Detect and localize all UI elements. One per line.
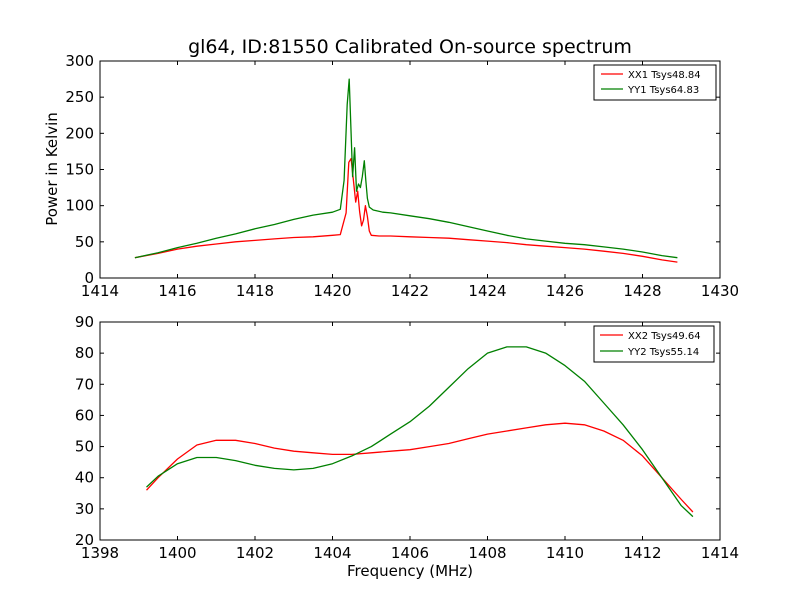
bottom-y-tick-label: 50 xyxy=(75,438,94,456)
bottom-plot-ticks: 1398 1400 1402 1404 1406 1408 1410 1412 1414 20 30… xyxy=(75,313,739,562)
bottom-x-tick-label: 1406 xyxy=(391,544,429,562)
top-x-tick-label: 1422 xyxy=(391,282,429,300)
bottom-series-line-0 xyxy=(146,422,694,513)
bottom-plot-series xyxy=(146,346,694,518)
top-series-line-0 xyxy=(134,157,678,263)
bottom-y-tick-label: 60 xyxy=(75,406,94,424)
legend-label-yy1: YY1 Tsys64.83 xyxy=(627,85,699,96)
legend-label-yy2: YY2 Tsys55.14 xyxy=(627,347,699,358)
top-x-tick-label: 1414 xyxy=(81,282,119,300)
top-y-tick-label: 150 xyxy=(65,161,94,179)
top-y-tick-label: 0 xyxy=(84,269,94,287)
bottom-series-line-1 xyxy=(146,346,694,518)
top-y-axis-label: Power in Kelvin xyxy=(43,112,61,226)
bottom-x-tick-label: 1402 xyxy=(236,544,274,562)
bottom-spectrum-panel: 1398 1400 1402 1404 1406 1408 1410 1412 1414 20 30… xyxy=(75,313,739,580)
bottom-y-tick-label: 90 xyxy=(75,313,94,331)
bottom-x-tick-label: 1404 xyxy=(313,544,351,562)
top-y-tick-label: 50 xyxy=(75,233,94,251)
chart-title: gl64, ID:81550 Calibrated On-source spec… xyxy=(188,36,632,58)
top-x-tick-label: 1420 xyxy=(313,282,351,300)
top-spectrum-panel: gl64, ID:81550 Calibrated On-source spec… xyxy=(43,36,739,300)
bottom-legend: XX2 Tsys49.64 YY2 Tsys55.14 xyxy=(593,325,715,363)
top-y-tick-label: 300 xyxy=(65,52,94,70)
top-y-tick-label: 200 xyxy=(65,124,94,142)
bottom-x-tick-label: 1414 xyxy=(701,544,739,562)
top-x-tick-label: 1428 xyxy=(623,282,661,300)
bottom-y-tick-label: 20 xyxy=(75,531,94,549)
top-series-line-1 xyxy=(134,78,678,259)
x-axis-label: Frequency (MHz) xyxy=(347,562,473,580)
bottom-y-tick-label: 70 xyxy=(75,375,94,393)
legend-label-xx2: XX2 Tsys49.64 xyxy=(628,331,701,342)
bottom-x-tick-label: 1410 xyxy=(546,544,584,562)
top-legend: XX1 Tsys48.84 YY1 Tsys64.83 xyxy=(593,64,717,101)
legend-label-xx1: XX1 Tsys48.84 xyxy=(628,70,701,81)
bottom-y-tick-label: 30 xyxy=(75,500,94,518)
bottom-x-tick-label: 1398 xyxy=(81,544,119,562)
top-legend-box xyxy=(593,64,717,101)
bottom-x-tick-label: 1412 xyxy=(623,544,661,562)
bottom-x-tick-label: 1408 xyxy=(468,544,506,562)
top-x-tick-label: 1418 xyxy=(236,282,274,300)
top-plot-ticks: 1414 1416 1418 1420 1422 1424 1426 1428 1430 0 50 1… xyxy=(65,52,739,300)
top-x-tick-label: 1424 xyxy=(468,282,506,300)
top-x-tick-label: 1426 xyxy=(546,282,584,300)
top-x-tick-label: 1430 xyxy=(701,282,739,300)
top-y-tick-label: 250 xyxy=(65,88,94,106)
bottom-y-tick-label: 80 xyxy=(75,344,94,362)
top-x-tick-label: 1416 xyxy=(158,282,196,300)
bottom-legend-box xyxy=(593,325,715,363)
bottom-x-tick-label: 1400 xyxy=(158,544,196,562)
bottom-y-tick-label: 40 xyxy=(75,469,94,487)
top-y-tick-label: 100 xyxy=(65,197,94,215)
top-plot-series xyxy=(134,78,678,263)
